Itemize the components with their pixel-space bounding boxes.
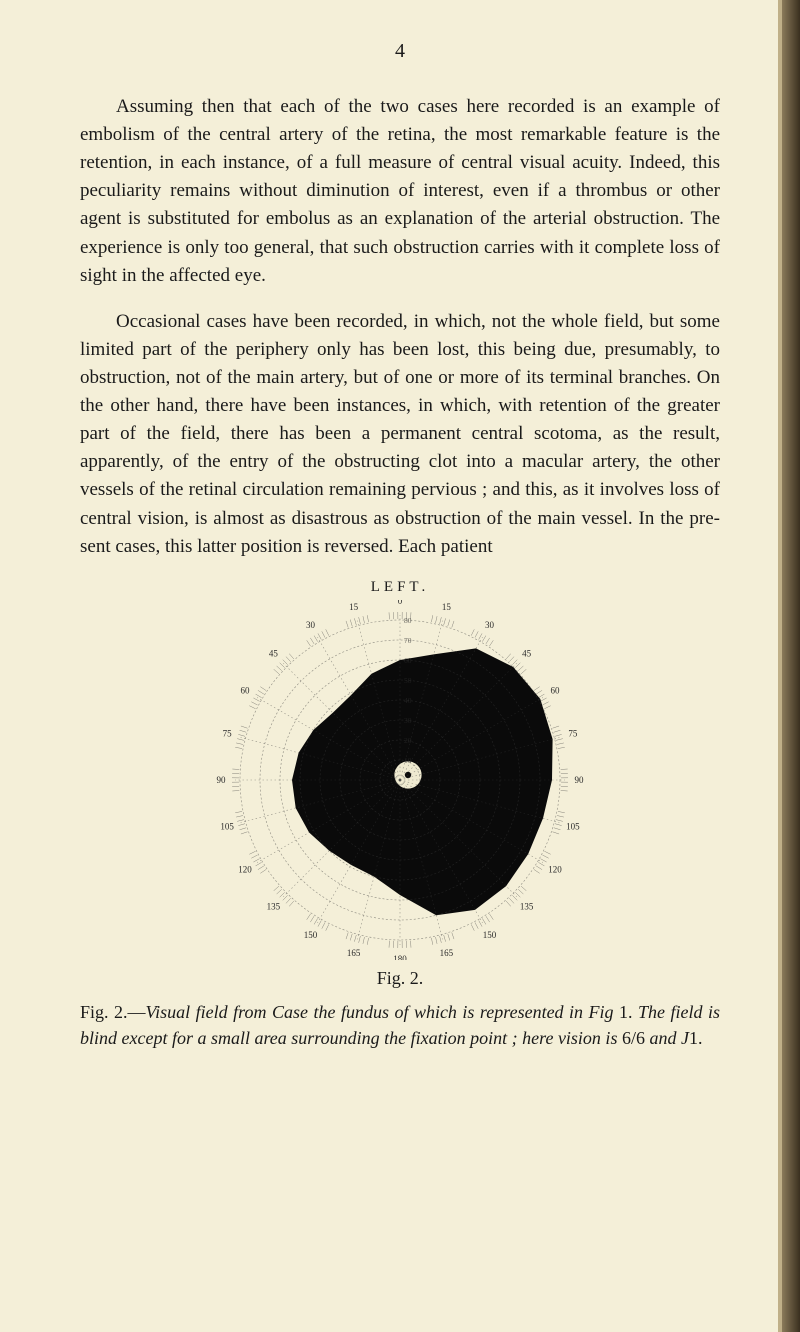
- svg-text:90: 90: [217, 775, 227, 785]
- svg-text:180: 180: [393, 954, 407, 960]
- svg-text:45: 45: [269, 648, 279, 658]
- figure-caption: Fig. 2.—Visual field from Case the fundu…: [80, 999, 720, 1051]
- svg-text:75: 75: [568, 728, 578, 738]
- chart-svg: 0 15 30 45 60 75 90 105 120 135 150 165 180 165 150 135…: [190, 600, 610, 960]
- page-number: 4: [80, 40, 720, 63]
- figure-label: Fig. 2.: [80, 968, 720, 989]
- svg-text:120: 120: [548, 864, 562, 874]
- svg-text:105: 105: [566, 821, 580, 831]
- svg-text:15: 15: [442, 602, 452, 612]
- svg-text:80: 80: [404, 616, 412, 625]
- caption-italic-3: and J: [649, 1028, 689, 1048]
- svg-text:60: 60: [551, 685, 561, 695]
- svg-text:45: 45: [522, 648, 532, 658]
- paragraph-2: Occasional cases have been recorded, in …: [80, 308, 720, 561]
- svg-text:40: 40: [404, 696, 412, 705]
- svg-text:30: 30: [485, 620, 495, 630]
- svg-text:15: 15: [349, 602, 359, 612]
- page-content: 4 Assuming then that each of the two cas…: [0, 0, 800, 1091]
- svg-text:10: 10: [404, 756, 412, 765]
- caption-italic-1: Visual field from Case the fundus of whi…: [146, 1002, 614, 1022]
- svg-text:135: 135: [267, 901, 281, 911]
- svg-text:60: 60: [240, 685, 250, 695]
- svg-text:120: 120: [238, 864, 252, 874]
- svg-text:20: 20: [404, 736, 412, 745]
- svg-text:0: 0: [398, 600, 403, 606]
- chart-title: LEFT.: [80, 579, 720, 596]
- svg-text:150: 150: [483, 930, 497, 940]
- svg-text:150: 150: [304, 930, 318, 940]
- svg-text:75: 75: [223, 728, 233, 738]
- svg-text:30: 30: [306, 620, 316, 630]
- svg-text:165: 165: [347, 948, 361, 958]
- svg-text:90: 90: [575, 775, 585, 785]
- svg-text:50: 50: [404, 676, 412, 685]
- svg-text:30: 30: [404, 716, 412, 725]
- svg-text:165: 165: [440, 948, 454, 958]
- svg-text:135: 135: [520, 901, 534, 911]
- caption-plain-2: 6/6: [617, 1028, 649, 1048]
- svg-text:70: 70: [404, 636, 412, 645]
- svg-text:60: 60: [404, 656, 412, 665]
- visual-field-chart: 0 15 30 45 60 75 90 105 120 135 150 165 180 165 150 135…: [190, 600, 610, 960]
- caption-lead: Fig. 2.—: [80, 1002, 146, 1022]
- paragraph-1: Assuming then that each of the two cases…: [80, 93, 720, 290]
- caption-plain-3: 1.: [689, 1028, 703, 1048]
- svg-text:105: 105: [220, 821, 234, 831]
- caption-plain-1: 1.: [614, 1002, 638, 1022]
